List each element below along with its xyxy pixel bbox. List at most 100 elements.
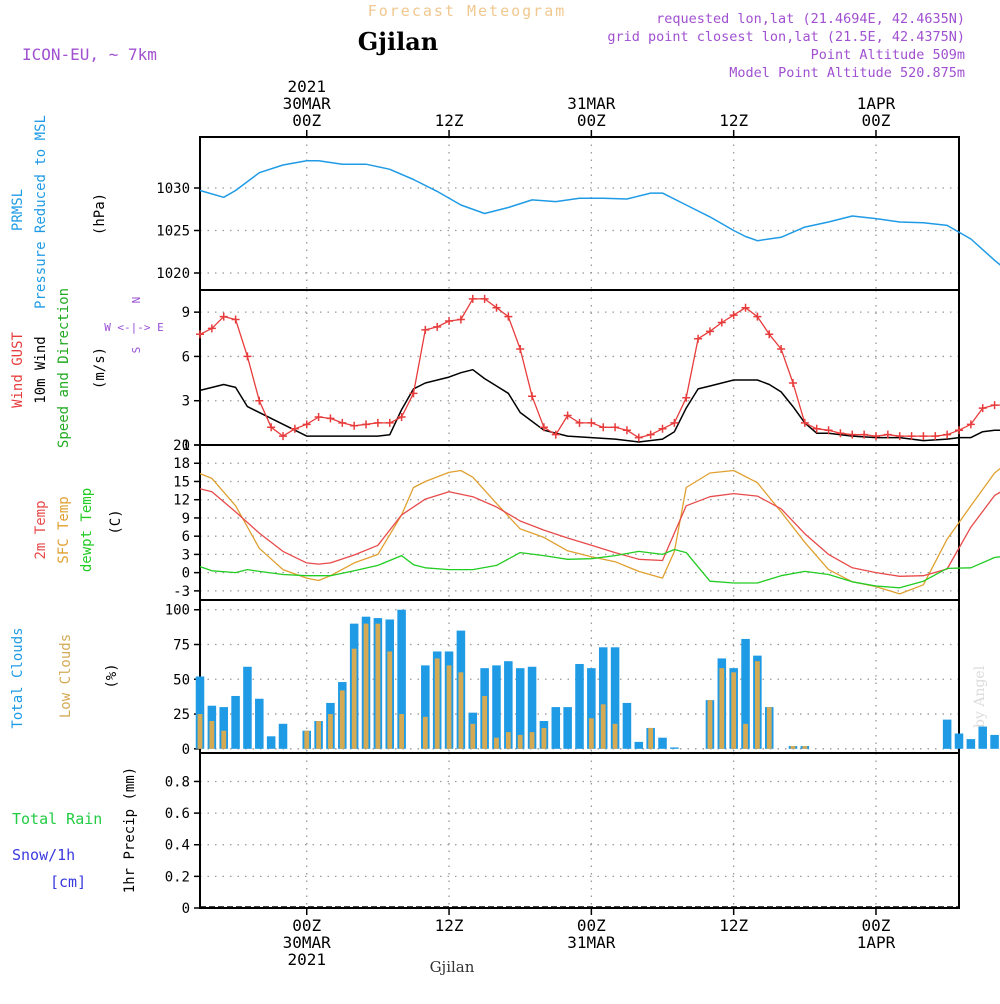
grid-point-location: grid point closest lon,lat (21.5E, 42.43… (607, 29, 965, 45)
wind-gust-marker (800, 418, 809, 427)
precip-ytick-label: 0.2 (165, 869, 190, 885)
wind-10m-line (199, 368, 1000, 443)
bottom-time-label: 12Z (435, 916, 464, 935)
wind-gust-marker (421, 325, 430, 334)
bottom-time-label: 00Z (577, 916, 606, 935)
low-cloud-bar (541, 727, 547, 749)
bottom-time-label: 31MAR (567, 933, 616, 952)
low-cloud-bar (517, 734, 523, 749)
low-cloud-bar (754, 661, 760, 749)
low-cloud-bar (470, 723, 476, 749)
wind-gust-marker (765, 330, 774, 339)
low-cloud-bar (434, 658, 440, 749)
snow-unit-label: [cm] (50, 873, 86, 891)
total-cloud-bar (598, 647, 608, 749)
low-cloud-bar (458, 672, 464, 749)
wind-gust-marker (219, 312, 228, 321)
total-cloud-bar (954, 733, 964, 749)
wind-gust-marker (919, 432, 928, 441)
total-clouds-label: Total Clouds (10, 627, 26, 728)
wind-gust-marker (326, 414, 335, 423)
low-cloud-bar (197, 714, 203, 749)
wind-gust-marker (362, 420, 371, 429)
wind-gust-marker (871, 432, 880, 441)
wind-gust-marker (563, 411, 572, 420)
wind-gust-marker (694, 334, 703, 343)
wind-gust-marker (658, 424, 667, 433)
wind-gust-marker (611, 423, 620, 432)
low-cloud-bar (802, 746, 808, 749)
top-time-label: 1APR (857, 94, 896, 113)
top-time-label: 12Z (435, 111, 464, 130)
low-cloud-bar (304, 730, 310, 749)
total-cloud-bar (397, 609, 406, 749)
wind-gust-marker (812, 424, 821, 433)
credit-watermark: by Angel (972, 665, 988, 728)
total-cloud-bar (515, 668, 525, 749)
wind-gust-marker (338, 418, 347, 427)
temperature-frame (199, 444, 960, 601)
wind-gust-marker (717, 318, 726, 327)
total-cloud-bar (966, 739, 976, 749)
temperature-ytick-label: 15 (173, 474, 190, 490)
wind-gust-marker (966, 420, 975, 429)
wind-gust-marker (670, 418, 679, 427)
wind-gust-marker (622, 426, 631, 435)
compass-west-east: W <-|-> E (104, 321, 164, 334)
total-cloud-bar (978, 726, 987, 749)
temperature-ytick-label: 3 (182, 547, 190, 563)
model-label: ICON-EU, ~ 7km (22, 45, 157, 64)
wind-unit: (m/s) (92, 347, 108, 389)
pressure-frame (199, 136, 960, 291)
wind-gust-marker (385, 418, 394, 427)
wind-gust-marker (955, 426, 963, 435)
wind-gust-marker (599, 423, 608, 432)
low-cloud-bar (743, 723, 748, 749)
low-cloud-bar (316, 721, 321, 749)
precip-ytick-label: 0.6 (165, 806, 190, 822)
wind-gust-marker (646, 430, 655, 439)
low-cloud-bar (328, 714, 333, 749)
precip-unit: 1hr Precip (mm) (122, 767, 138, 893)
wind-gust-marker (634, 433, 643, 442)
total-cloud-bar (563, 707, 572, 749)
wind-ytick-label: 9 (182, 305, 190, 321)
total-cloud-bar (243, 666, 252, 749)
compass-north: N (130, 297, 143, 304)
pressure-unit: (hPa) (92, 193, 108, 235)
wind-gust-marker (196, 330, 204, 339)
low-cloud-bar (529, 732, 535, 749)
total-rain-label: Total Rain (12, 810, 102, 828)
clouds-ytick-label: 75 (173, 638, 190, 654)
clouds-unit: (%) (104, 663, 120, 688)
total-cloud-bar (195, 676, 205, 749)
low-cloud-bar (719, 668, 725, 749)
wind-gust-marker (539, 423, 548, 432)
wind-gust-marker (848, 430, 857, 439)
precip-ytick-label: 0 (182, 901, 190, 917)
bottom-time-label: 1APR (857, 933, 896, 952)
wind-gust-marker (943, 430, 952, 439)
wind-gust-marker (860, 430, 869, 439)
wind-gust-marker (729, 311, 738, 320)
total-cloud-bar (670, 747, 679, 749)
total-cloud-bar (658, 737, 667, 749)
footer-location: Gjilan (430, 958, 475, 976)
snow-label: Snow/1h (12, 846, 75, 864)
top-time-label: 31MAR (567, 94, 616, 113)
bottom-time-label: 00Z (292, 916, 321, 935)
wind-gust-marker (907, 432, 916, 441)
wind-10m-label: 10m Wind (33, 336, 49, 403)
wind-gust-marker (445, 317, 454, 325)
low-cloud-bar (209, 721, 215, 749)
bottom-time-label: 2021 (287, 950, 326, 969)
low-cloud-bar (707, 700, 713, 749)
low-cloud-bar (221, 730, 227, 749)
temp-2m-label: 2m Temp (33, 500, 49, 559)
wind-ytick-label: 0 (182, 438, 190, 454)
low-cloud-bar (363, 623, 369, 749)
wind-gust-marker (551, 430, 560, 439)
low-cloud-bar (612, 723, 618, 749)
total-cloud-bar (421, 665, 430, 749)
wind-gust-marker (373, 418, 382, 427)
